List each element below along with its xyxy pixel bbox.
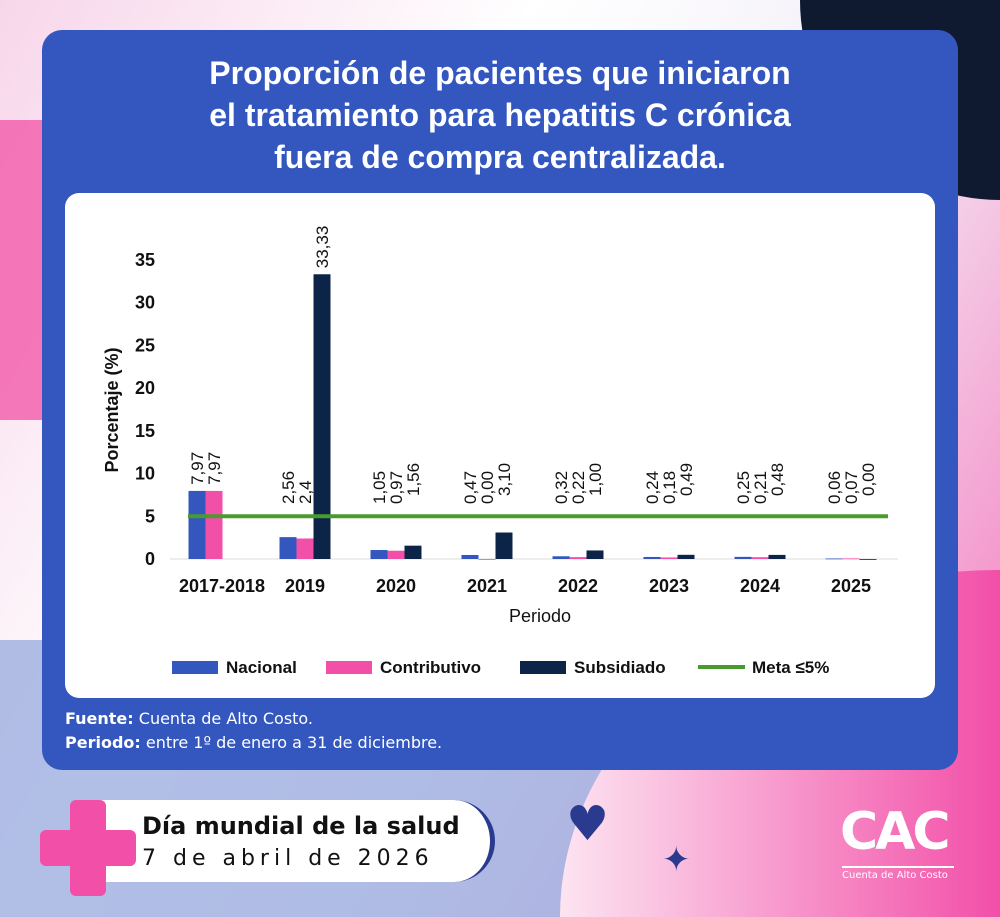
bar-contributivo xyxy=(205,490,223,559)
bar-nacional xyxy=(461,554,479,559)
data-label: 0,22 xyxy=(569,471,588,504)
data-label: 0,06 xyxy=(825,471,844,504)
data-label: 0,24 xyxy=(643,471,662,504)
data-label: 1,00 xyxy=(586,463,605,496)
bar-subsidiado xyxy=(586,550,604,559)
y-tick-label: 25 xyxy=(135,335,155,355)
x-tick-label: 2023 xyxy=(649,576,689,596)
legend-label: Nacional xyxy=(226,658,297,677)
data-label: 0,97 xyxy=(387,471,406,504)
source-label: Fuente: xyxy=(65,709,134,728)
data-label: 33,33 xyxy=(313,226,332,269)
data-label: 7,97 xyxy=(188,452,207,485)
bar-subsidiado xyxy=(313,274,331,559)
bar-nacional xyxy=(734,556,752,559)
logo-text: CAC xyxy=(840,802,951,862)
data-label: 1,05 xyxy=(370,471,389,504)
period-text: entre 1º de enero a 31 de diciembre. xyxy=(145,733,443,752)
x-axis-label: Periodo xyxy=(509,606,571,626)
bar-subsidiado xyxy=(859,559,877,560)
data-label: 0,32 xyxy=(552,471,571,504)
data-label: 0,21 xyxy=(751,471,770,504)
bar-contributivo xyxy=(751,557,769,559)
footnote: Fuente: Cuenta de Alto Costo. Periodo: e… xyxy=(65,707,442,755)
legend-swatch xyxy=(520,661,566,674)
data-label: 0,49 xyxy=(677,463,696,496)
bar-contributivo xyxy=(660,557,678,559)
event-name: Día mundial de la salud xyxy=(142,812,460,840)
data-label: 0,07 xyxy=(842,471,861,504)
legend-swatch xyxy=(326,661,372,674)
y-tick-label: 30 xyxy=(135,293,155,313)
y-tick-label: 0 xyxy=(145,549,155,569)
title-line: fuera de compra centralizada. xyxy=(274,139,726,175)
title-line: Proporción de pacientes que iniciaron xyxy=(209,55,791,91)
x-tick-label: 2020 xyxy=(376,576,416,596)
cac-logo: CAC Cuenta de Alto Costo xyxy=(760,800,960,890)
y-tick-label: 20 xyxy=(135,378,155,398)
event-date: 7 de abril de 2026 xyxy=(142,846,434,871)
bar-contributivo xyxy=(569,557,587,559)
bar-nacional xyxy=(552,556,570,559)
x-tick-label: 2017-2018 xyxy=(179,576,265,596)
bar-subsidiado xyxy=(404,545,422,559)
data-label: 0,00 xyxy=(478,471,497,504)
legend-label: Subsidiado xyxy=(574,658,666,677)
period-label: Periodo: xyxy=(65,733,141,752)
bar-nacional xyxy=(370,550,388,559)
event-banner: Día mundial de la salud 7 de abril de 20… xyxy=(90,800,495,882)
data-label: 0,25 xyxy=(734,471,753,504)
legend-swatch xyxy=(172,661,218,674)
source-text: Cuenta de Alto Costo. xyxy=(138,709,314,728)
x-tick-label: 2022 xyxy=(558,576,598,596)
heart-icon: ♥ xyxy=(566,796,610,852)
y-tick-label: 15 xyxy=(135,421,155,441)
data-label: 1,56 xyxy=(404,463,423,496)
sparkle-icon: ✦ xyxy=(662,840,691,880)
y-axis-label: Porcentaje (%) xyxy=(102,347,122,472)
medical-cross-icon xyxy=(40,830,136,866)
data-label: 0,00 xyxy=(859,463,878,496)
x-tick-label: 2021 xyxy=(467,576,507,596)
bar-subsidiado xyxy=(495,532,513,559)
data-label: 0,48 xyxy=(768,463,787,496)
logo-subtitle: Cuenta de Alto Costo xyxy=(842,866,954,881)
bar-nacional xyxy=(825,558,843,560)
data-label: 3,10 xyxy=(495,463,514,496)
bar-subsidiado xyxy=(677,554,695,559)
infographic-panel: Proporción de pacientes que iniciaron el… xyxy=(42,30,958,770)
data-label: 2,56 xyxy=(279,471,298,504)
legend-label: Contributivo xyxy=(380,658,481,677)
x-tick-label: 2025 xyxy=(831,576,871,596)
title-line: el tratamiento para hepatitis C crónica xyxy=(209,97,791,133)
bar-nacional xyxy=(643,556,661,559)
legend-label: Meta ≤5% xyxy=(752,658,829,677)
chart-title: Proporción de pacientes que iniciaron el… xyxy=(42,52,958,178)
bar-contributivo xyxy=(387,550,405,559)
bar-nacional xyxy=(188,490,206,559)
bar-contributivo xyxy=(296,538,314,559)
y-tick-label: 5 xyxy=(145,506,155,526)
data-label: 0,47 xyxy=(461,471,480,504)
bar-nacional xyxy=(279,537,297,559)
bar-contributivo xyxy=(478,559,496,560)
y-tick-label: 10 xyxy=(135,464,155,484)
bar-contributivo xyxy=(842,558,860,560)
data-label: 2,4 xyxy=(296,480,315,504)
chart-area: 0 5 10 15 20 25 30 35 Porcentaje (%) Periodo 2017-… xyxy=(65,193,935,698)
data-label: 7,97 xyxy=(205,452,224,485)
bar-subsidiado xyxy=(768,554,786,559)
x-tick-label: 2019 xyxy=(285,576,325,596)
x-tick-label: 2024 xyxy=(740,576,780,596)
data-label: 0,18 xyxy=(660,471,679,504)
y-tick-label: 35 xyxy=(135,250,155,270)
